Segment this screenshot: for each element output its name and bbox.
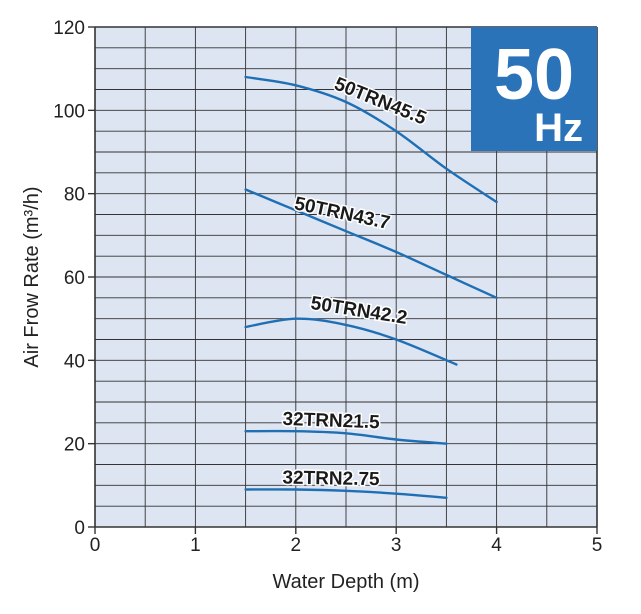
- x-tick-label: 5: [592, 535, 603, 556]
- series-label: 32TRN2.75: [282, 468, 380, 491]
- badge-frequency-value: 50: [494, 35, 574, 115]
- badge-background: [471, 27, 597, 151]
- series-line-32trn21-5: [244, 429, 448, 445]
- series-line-50trn43-7: [244, 188, 498, 299]
- series-lines: [244, 75, 498, 499]
- series-label: 32TRN21.5: [282, 409, 380, 433]
- x-tick-label: 3: [391, 535, 402, 556]
- y-tick-label: 120: [53, 18, 85, 39]
- y-axis-title: Air Frow Rate (m³/h): [21, 186, 43, 367]
- x-tick-label: 4: [491, 535, 502, 556]
- badge-frequency-unit: Hz: [534, 106, 583, 150]
- x-tick-label: 1: [190, 535, 201, 556]
- x-tick-label: 0: [90, 535, 101, 556]
- y-tick-label: 20: [64, 435, 85, 456]
- frequency-badge: 50 Hz: [471, 27, 597, 151]
- x-tick-label: 2: [291, 535, 302, 556]
- series-line-50trn42-2: [244, 317, 458, 366]
- series-line-32trn2-75: [244, 488, 448, 499]
- y-tick-label: 40: [64, 351, 85, 372]
- x-axis-title: Water Depth (m): [272, 571, 419, 593]
- y-tick-label: 0: [74, 518, 85, 539]
- series-line-50trn45-5: [244, 75, 498, 204]
- y-tick-label: 100: [53, 101, 85, 122]
- y-tick-label: 60: [64, 268, 85, 289]
- y-tick-label: 80: [64, 185, 85, 206]
